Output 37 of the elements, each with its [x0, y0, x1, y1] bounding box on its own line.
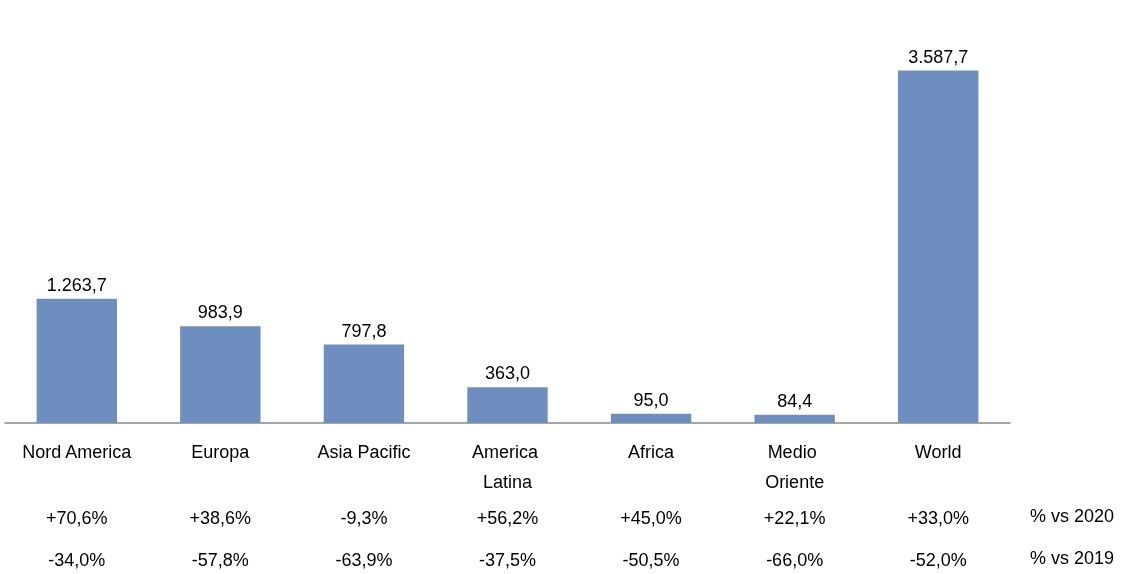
bar — [36, 298, 117, 423]
bar — [898, 70, 979, 423]
bar — [754, 414, 835, 423]
text: +70,6% — [46, 508, 108, 528]
text: -34,0% — [48, 550, 106, 570]
text: -52,0% — [909, 550, 967, 570]
text: -9,3% — [340, 508, 388, 528]
bar — [323, 344, 405, 423]
bar — [610, 413, 692, 423]
x-tick-label: America Latina — [471, 442, 544, 492]
text: +22,1% — [763, 508, 826, 528]
text: -57,8% — [191, 550, 249, 570]
data-label: 95,0 — [633, 389, 669, 410]
x-tick-label: Medio Oriente — [765, 442, 825, 492]
text: -66,0% — [766, 550, 824, 570]
x-tick-label: Europa — [191, 442, 251, 462]
data-label: 983,9 — [197, 302, 243, 323]
bar — [180, 326, 261, 423]
text: +56,2% — [476, 508, 539, 528]
data-label: 363,0 — [484, 363, 531, 384]
text: -37,5% — [478, 550, 537, 570]
data-label: 1.263,7 — [46, 274, 107, 295]
data-label: 3.587,7 — [908, 46, 969, 67]
text: -50,5% — [622, 550, 680, 570]
data-label: 797,8 — [341, 320, 387, 341]
x-tick-label: Africa — [628, 442, 676, 462]
x-tick-label: World — [914, 442, 962, 462]
text: +45,0% — [620, 508, 682, 528]
x-tick-label: Asia Pacific — [317, 442, 411, 462]
text: +33,0% — [907, 508, 969, 528]
text: -63,9% — [335, 550, 393, 570]
text: % vs 2020 — [1030, 506, 1115, 526]
x-tick-label: Nord America — [22, 442, 133, 462]
text: % vs 2019 — [1030, 548, 1115, 568]
text: +38,6% — [189, 508, 252, 528]
data-label: 84,4 — [777, 390, 813, 411]
bar — [467, 387, 548, 423]
